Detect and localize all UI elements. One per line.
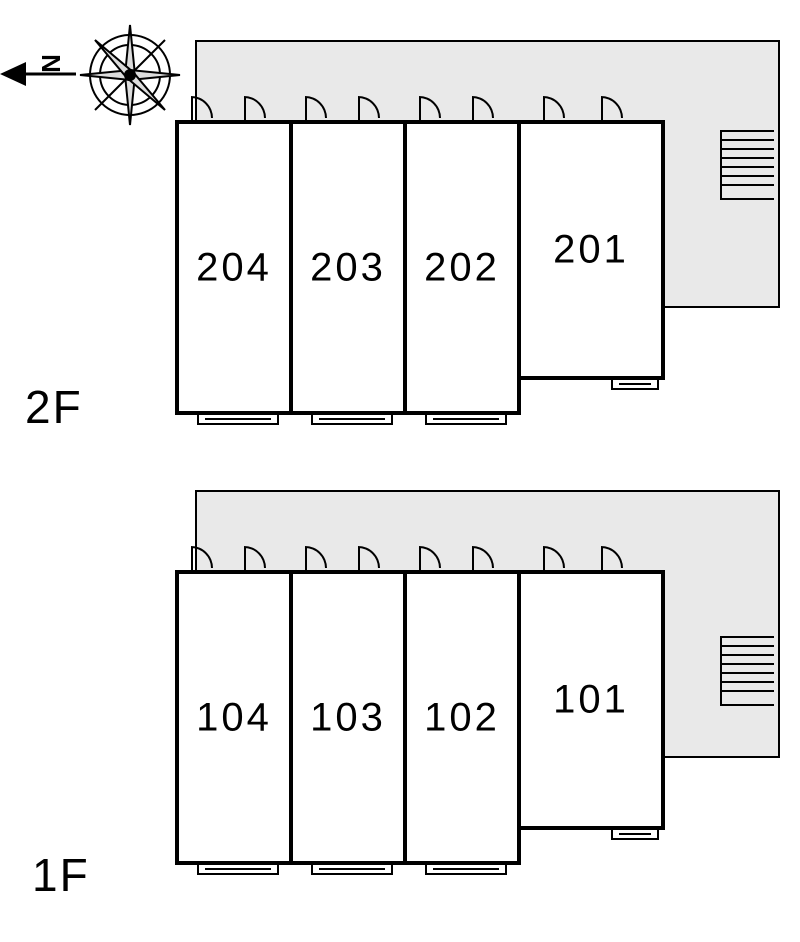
stairs-2f bbox=[720, 130, 774, 200]
unit-label: 203 bbox=[293, 245, 403, 290]
balcony-icon bbox=[425, 863, 507, 875]
unit-label: 103 bbox=[293, 695, 403, 740]
balcony-icon bbox=[311, 413, 393, 425]
balcony-icon bbox=[197, 863, 279, 875]
balcony-icon bbox=[611, 828, 659, 840]
balcony-icon bbox=[425, 413, 507, 425]
balcony-icon bbox=[611, 378, 659, 390]
unit-label: 202 bbox=[407, 245, 517, 290]
floorplan-canvas: N 2F 204 203 202 201 1F bbox=[0, 0, 800, 942]
north-label: N bbox=[36, 54, 67, 73]
balcony-icon bbox=[197, 413, 279, 425]
unit-label: 102 bbox=[407, 695, 517, 740]
unit-101: 101 bbox=[517, 570, 665, 830]
unit-102: 102 bbox=[403, 570, 521, 865]
floor-label-2f: 2F bbox=[25, 380, 83, 434]
unit-103: 103 bbox=[289, 570, 407, 865]
unit-202: 202 bbox=[403, 120, 521, 415]
compass-icon bbox=[75, 20, 185, 135]
stairs-1f bbox=[720, 636, 774, 706]
unit-104: 104 bbox=[175, 570, 293, 865]
unit-label: 104 bbox=[179, 695, 289, 740]
unit-label: 201 bbox=[521, 228, 661, 273]
unit-201: 201 bbox=[517, 120, 665, 380]
unit-label: 204 bbox=[179, 245, 289, 290]
unit-label: 101 bbox=[521, 678, 661, 723]
balcony-icon bbox=[311, 863, 393, 875]
unit-203: 203 bbox=[289, 120, 407, 415]
unit-204: 204 bbox=[175, 120, 293, 415]
floor-label-1f: 1F bbox=[32, 848, 90, 902]
